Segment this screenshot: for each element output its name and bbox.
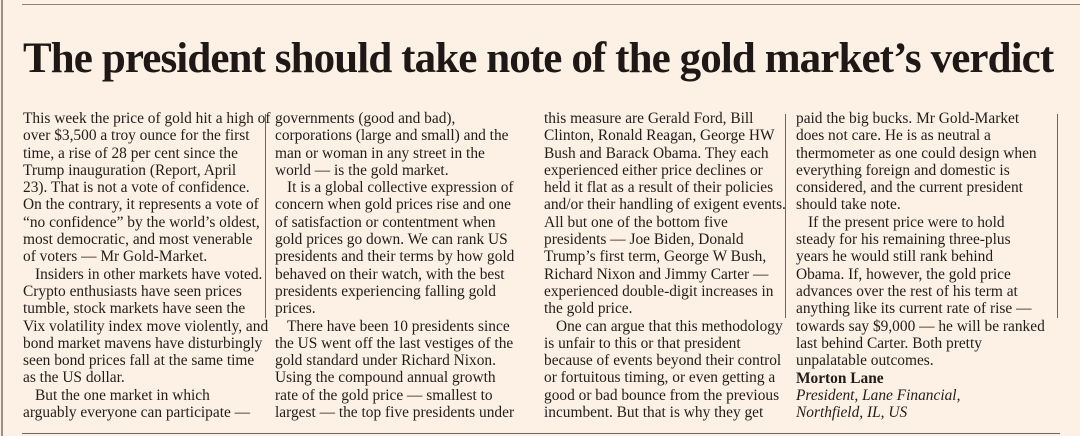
text-line: incumbent. But that is why they get <box>544 404 764 422</box>
text-line: and/or their handling of exigent events. <box>544 196 786 214</box>
text-line: presidents experiencing falling gold <box>275 282 496 300</box>
text-line: arguably everyone can participate — <box>23 404 251 422</box>
text-line: towards say $9,000 — he will be ranked <box>796 317 1045 335</box>
bottom-rule <box>22 433 1060 434</box>
text-line: time, a rise of 28 per cent since the <box>23 144 238 162</box>
column-4: paid the big bucks. Mr Gold-Market does n… <box>796 110 1045 369</box>
column-1: This week the price of gold hit a high o… <box>23 110 270 421</box>
column-divider <box>265 114 266 318</box>
text-line: or fortuitous timing, or even getting a <box>544 369 776 387</box>
text-line: should take note. <box>796 196 901 214</box>
text-line: This week the price of gold hit a high o… <box>23 110 271 127</box>
text-line: governments (good and bad), <box>275 110 456 127</box>
text-line: world — is the gold market. <box>275 161 449 179</box>
text-line: prices. <box>275 300 316 318</box>
text-line: gold standard under Richard Nixon. <box>275 352 496 370</box>
text-line: But the one market in which <box>35 386 210 404</box>
text-line: largest — the top five presidents under <box>275 404 515 422</box>
text-line: this measure are Gerald Ford, Bill <box>544 110 754 127</box>
text-line: most democratic, and most venerable <box>23 231 253 249</box>
text-line: anything like its current rate of rise — <box>796 300 1032 318</box>
text-line: “no confidence” by the world’s oldest, <box>23 213 260 231</box>
text-line: rate of the gold price — smallest to <box>275 386 493 404</box>
text-line: behaved on their watch, with the best <box>275 265 505 283</box>
text-line: experienced either price declines or <box>544 161 763 179</box>
headline: The president should take note of the go… <box>23 35 1054 82</box>
author-name: Morton Lane <box>796 369 884 387</box>
column-divider <box>785 114 786 318</box>
top-rule <box>22 4 1080 5</box>
text-line: paid the big bucks. Mr Gold-Market <box>796 110 1020 127</box>
text-line: as the US dollar. <box>23 369 125 387</box>
text-line: of voters — Mr Gold-Market. <box>23 248 208 266</box>
text-line: steady for his remaining three-plus <box>796 231 1011 249</box>
text-line: seen bond prices fall at the same time <box>23 352 255 370</box>
text-line: Clinton, Ronald Reagan, George HW <box>544 127 775 145</box>
text-line: bond market mavens have disturbingly <box>23 334 263 352</box>
text-line: good or bad bounce from the previous <box>544 386 780 404</box>
text-line: Bush and Barack Obama. They each <box>544 144 769 162</box>
text-line: advances over the rest of his term at <box>796 282 1018 300</box>
text-line: It is a global collective expression of <box>287 179 514 197</box>
text-line: is unfair to this or that president <box>544 334 741 352</box>
author-title: President, Lane Financial, <box>796 386 961 404</box>
text-line: Crypto enthusiasts have seen prices <box>23 282 242 300</box>
text-line: held it flat as a result of their polici… <box>544 179 774 197</box>
text-line: the gold price. <box>544 300 633 318</box>
text-line: Obama. If, however, the gold price <box>796 265 1011 283</box>
text-line: If the present price were to hold <box>808 213 1005 231</box>
text-line: presidents and their terms by how gold <box>275 248 515 266</box>
text-line: considered, and the current president <box>796 179 1023 197</box>
text-line: does not care. He is as neutral a <box>796 127 991 145</box>
text-line: Richard Nixon and Jimmy Carter — <box>544 265 769 283</box>
text-line: of satisfaction or contentment when <box>275 213 496 231</box>
text-line: experienced double-digit increases in <box>544 282 774 300</box>
text-line: gold prices go down. We can rank US <box>275 231 508 249</box>
text-line: Trump’s first term, George W Bush, <box>544 248 767 266</box>
text-line: There have been 10 presidents since <box>287 317 510 335</box>
text-line: concern when gold prices rise and one <box>275 196 511 214</box>
column-2: governments (good and bad), corporations … <box>275 110 514 421</box>
text-line: Trump inauguration (Report, April <box>23 161 237 179</box>
column-divider <box>1057 114 1058 318</box>
text-line: man or woman in any street in the <box>275 144 485 162</box>
text-line: because of events beyond their control <box>544 352 782 370</box>
text-line: Insiders in other markets have voted. <box>35 265 263 283</box>
left-rule <box>1 0 3 436</box>
text-line: thermometer as one could design when <box>796 144 1037 162</box>
text-line: last behind Carter. Both pretty <box>796 334 982 352</box>
text-line: everything foreign and domestic is <box>796 161 1010 179</box>
text-line: unpalatable outcomes. <box>796 352 934 370</box>
text-line: Vix volatility index move violently, and <box>23 317 269 335</box>
column-3: this measure are Gerald Ford, Bill Clinto… <box>544 110 786 421</box>
text-line: presidents — Joe Biden, Donald <box>544 231 744 249</box>
text-line: One can argue that this methodology <box>556 317 783 335</box>
signature-block: Morton Lane President, Lane Financial, N… <box>796 370 960 422</box>
text-line: tumble, stock markets have seen the <box>23 300 246 318</box>
text-line: All but one of the bottom five <box>544 213 728 231</box>
text-line: On the contrary, it represents a vote of <box>23 196 259 214</box>
text-line: Using the compound annual growth <box>275 369 496 387</box>
text-line: over $3,500 a troy ounce for the first <box>23 127 250 145</box>
text-line: years he would still rank behind <box>796 248 994 266</box>
text-line: the US went off the last vestiges of the <box>275 334 514 352</box>
text-line: corporations (large and small) and the <box>275 127 509 145</box>
text-line: 23). That is not a vote of confidence. <box>23 179 250 197</box>
author-location: Northfield, IL, US <box>796 404 908 422</box>
